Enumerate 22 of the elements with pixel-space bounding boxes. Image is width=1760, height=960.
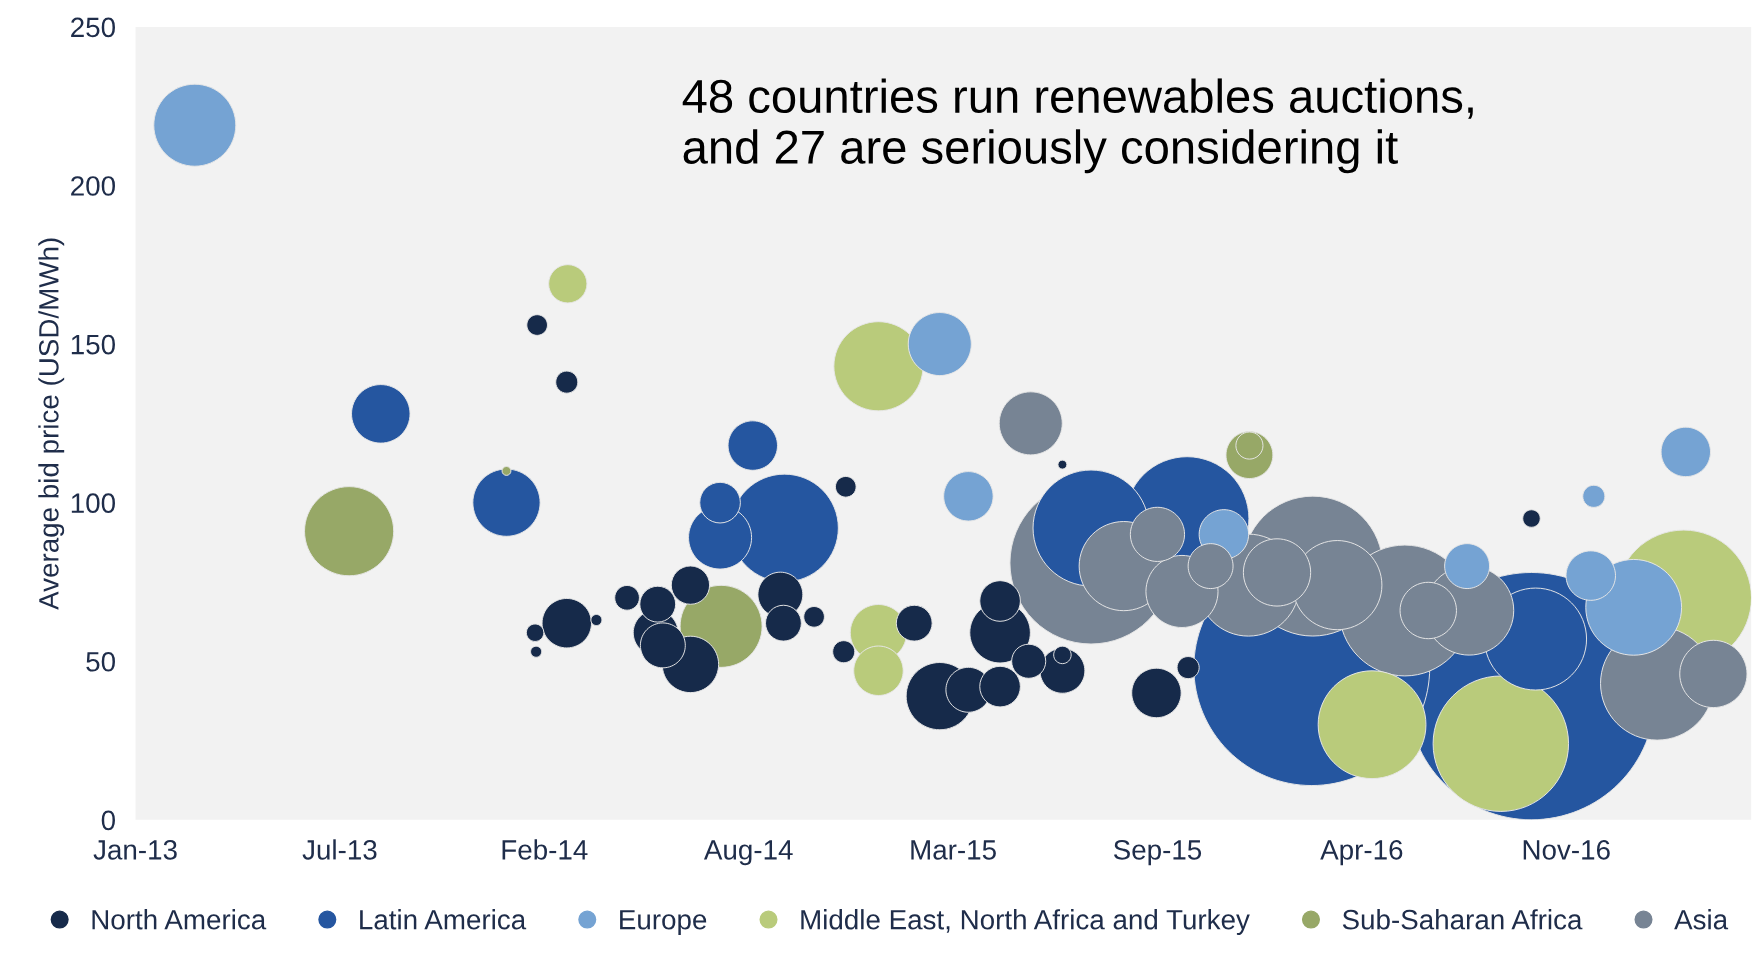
y-tick-label: 250 — [71, 17, 115, 38]
y-tick-label: 150 — [71, 334, 115, 355]
x-tick-label: Jan-13 — [93, 840, 177, 860]
x-tick-label: Feb-14 — [502, 839, 588, 860]
y-axis-title: Average bid price (USD/MWh) — [38, 238, 65, 610]
y-tick-label: 200 — [71, 176, 115, 196]
legend-label: Sub-Saharan Africa — [1342, 909, 1583, 930]
x-tick-label: Nov-16 — [1523, 840, 1610, 860]
legend-label: Europe — [620, 910, 707, 935]
annotation: 48 countries run renewables auctions, and 27 are seriously considering it — [682, 78, 1473, 174]
y-tick-label: 50 — [86, 651, 115, 672]
x-tick-label: Aug-14 — [703, 840, 793, 866]
y-tick-label: 0 — [101, 810, 115, 831]
legend-label: Latin America — [360, 909, 527, 930]
legend-label: Asia — [1674, 909, 1729, 930]
legend-label: North America — [92, 909, 267, 930]
x-tick-label: Jul-13 — [302, 839, 377, 860]
x-tick-label: Mar-15 — [911, 840, 996, 860]
x-tick-label: Sep-15 — [1113, 840, 1202, 866]
x-tick-label: Apr-16 — [1320, 840, 1403, 866]
legend-label: Middle East, North Africa and Turkey — [801, 909, 1250, 935]
y-tick-label: 100 — [71, 493, 115, 513]
